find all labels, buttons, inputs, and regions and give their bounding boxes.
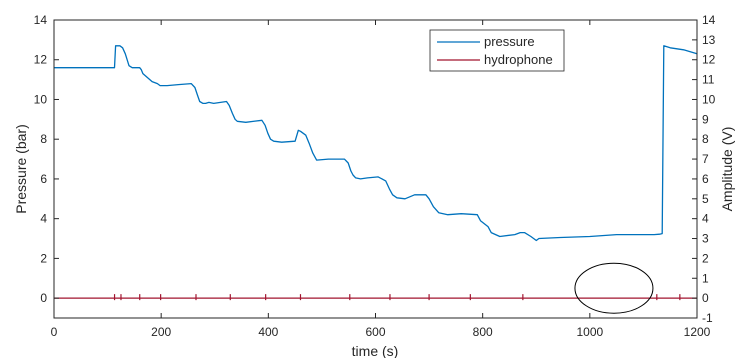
y-right-tick-label: 6 bbox=[702, 172, 709, 186]
legend-label-pressure: pressure bbox=[484, 34, 535, 49]
y-right-tick-label: 13 bbox=[702, 33, 716, 47]
y-right-tick-label: 5 bbox=[702, 192, 709, 206]
y-right-tick-label: 9 bbox=[702, 112, 709, 126]
x-tick-label: 1000 bbox=[576, 325, 603, 339]
y-axis-left-label: Pressure (bar) bbox=[13, 124, 29, 213]
y-left-tick-label: 2 bbox=[40, 251, 47, 265]
plot-frame bbox=[53, 19, 698, 319]
ticks-layer: 0 200 400 600 800 1000 120002468101214-1012345… bbox=[34, 13, 716, 339]
y-right-tick-label: 11 bbox=[702, 73, 715, 87]
y-right-tick-label: 14 bbox=[702, 13, 716, 27]
x-tick-label: 1200 bbox=[684, 325, 711, 339]
legend-box bbox=[429, 29, 565, 72]
y-left-tick-label: 4 bbox=[40, 212, 47, 226]
y-left-tick-label: 8 bbox=[40, 132, 47, 146]
y-right-tick-label: 10 bbox=[702, 92, 716, 106]
y-left-tick-label: 0 bbox=[40, 291, 47, 305]
y-right-tick-label: 0 bbox=[702, 291, 709, 305]
y-left-tick-label: 6 bbox=[40, 172, 47, 186]
y-left-tick-label: 10 bbox=[34, 92, 48, 106]
x-axis-label: time (s) bbox=[352, 343, 399, 358]
legend-label-hydrophone: hydrophone bbox=[484, 52, 553, 67]
plot-area bbox=[54, 20, 697, 318]
x-tick-label: 600 bbox=[365, 325, 385, 339]
y-right-tick-label: 7 bbox=[702, 152, 709, 166]
y-right-tick-label: 12 bbox=[702, 53, 716, 67]
x-tick-label: 400 bbox=[258, 325, 278, 339]
x-tick-label: 800 bbox=[473, 325, 493, 339]
data-layer bbox=[54, 45, 698, 314]
ellipse-annotation bbox=[574, 262, 654, 314]
y-right-tick-label: -1 bbox=[702, 311, 713, 325]
y-right-tick-label: 4 bbox=[702, 212, 709, 226]
y-axis-right-label: Amplitude (V) bbox=[719, 127, 735, 212]
y-right-tick-label: 2 bbox=[702, 251, 709, 265]
x-tick-label: 0 bbox=[51, 325, 58, 339]
x-tick-label: 200 bbox=[151, 325, 171, 339]
y-left-tick-label: 14 bbox=[34, 13, 48, 27]
legend: pressure hydrophone bbox=[429, 29, 565, 72]
y-right-tick-label: 3 bbox=[702, 232, 709, 246]
y-left-tick-label: 12 bbox=[34, 53, 48, 67]
y-right-tick-label: 8 bbox=[702, 132, 709, 146]
y-right-tick-label: 1 bbox=[702, 271, 709, 285]
pressure-line bbox=[54, 45, 698, 242]
